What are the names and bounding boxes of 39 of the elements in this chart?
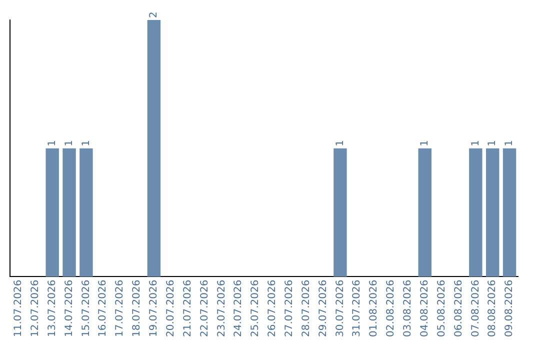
x-tick-label: 11.07.2026 [13,280,24,338]
x-tick-label: 20.07.2026 [165,280,176,338]
x-tick-label: 09.08.2026 [504,280,516,338]
x-tick-label: 25.07.2026 [250,280,262,338]
x-tick-label: 02.08.2026 [386,280,397,338]
data-label: 1 [64,140,75,146]
x-tick-label: 19.07.2026 [148,280,160,338]
data-label: 1 [46,140,58,146]
x-tick-label: 21.07.2026 [182,280,194,338]
x-tick-label: 03.08.2026 [402,280,414,338]
x-tick-label: 18.07.2026 [132,280,143,338]
x-tick-label: 23.07.2026 [216,280,228,338]
x-tick-label: 17.07.2026 [114,280,126,338]
x-tick-label: 04.08.2026 [419,280,430,338]
x-tick-label: 06.08.2026 [453,280,464,338]
x-tick-label: 24.07.2026 [233,280,244,338]
data-label: 1 [504,140,516,146]
x-tick-label: 01.08.2026 [368,280,380,338]
x-tick-label: 05.08.2026 [436,280,448,338]
x-tick-label: 27.07.2026 [284,280,295,338]
data-label: 1 [419,140,430,146]
x-tick-label: 07.08.2026 [470,280,482,338]
x-tick-label: 28.07.2026 [300,280,312,338]
data-label: 2 [148,12,160,18]
x-tick-label: 08.08.2026 [487,280,498,338]
x-tick-label: 30.07.2026 [334,280,346,338]
x-tick-label: 31.07.2026 [352,280,363,338]
data-label: 1 [80,140,92,146]
data-label: 1 [334,140,346,146]
x-tick-label: 16.07.2026 [98,280,109,338]
x-tick-label: 15.07.2026 [80,280,92,338]
data-label: 1 [487,140,498,146]
x-tick-label: 13.07.2026 [46,280,58,338]
x-tick-label: 22.07.2026 [199,280,210,338]
x-tick-label: 29.07.2026 [318,280,329,338]
x-tick-label: 12.07.2026 [30,280,41,338]
x-tick-label: 26.07.2026 [267,280,278,338]
x-tick-label: 14.07.2026 [64,280,75,338]
data-label: 1 [470,140,482,146]
